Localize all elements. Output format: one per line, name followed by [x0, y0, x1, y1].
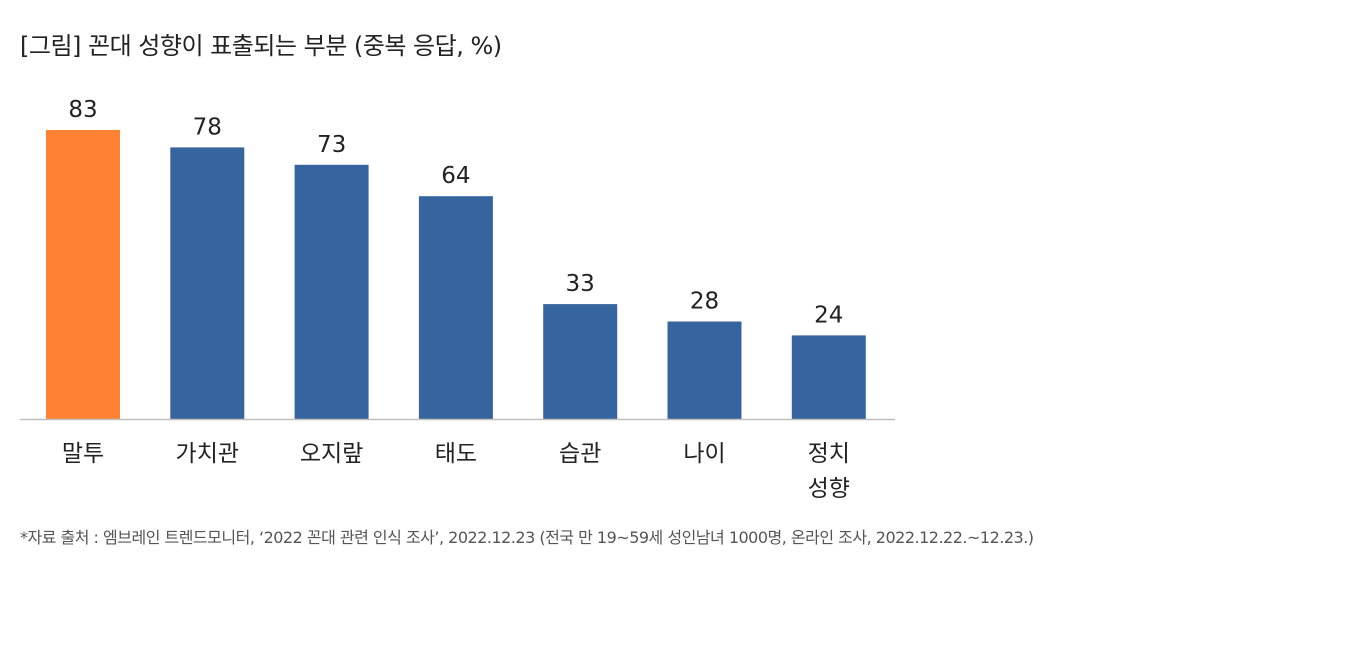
category-label-line: 가치관 [176, 441, 239, 467]
bar-1 [170, 147, 245, 419]
bar-3 [418, 196, 493, 419]
value-labels-group: 83 78 73 64 33 28 24 [68, 97, 843, 328]
category-label-5: 나이 [683, 441, 725, 467]
category-label-3: 태도 [435, 441, 477, 467]
category-label-0: 말투 [62, 441, 104, 467]
value-label-0: 83 [68, 97, 97, 123]
bar-6 [791, 335, 866, 419]
category-label-2: 오지랖 [300, 441, 363, 467]
category-label-line: 나이 [683, 441, 725, 467]
category-label-1: 가치관 [176, 441, 239, 467]
bar-5 [667, 321, 742, 419]
chart-title: [그림] 꼰대 성향이 표출되는 부분 (중복 응답, %) [20, 32, 502, 60]
bar-2 [294, 164, 369, 419]
bars-group [46, 130, 866, 419]
value-label-6: 24 [814, 302, 843, 328]
value-label-4: 33 [566, 271, 595, 297]
value-label-3: 64 [441, 163, 470, 189]
value-label-1: 78 [193, 114, 222, 140]
category-label-line: 정치 [808, 441, 850, 467]
category-label-line: 오지랖 [300, 441, 363, 467]
bar-0 [46, 130, 120, 419]
category-label-line: 습관 [559, 441, 601, 467]
category-label-4: 습관 [559, 441, 601, 467]
bar-4 [543, 304, 618, 419]
category-label-line: 성향 [808, 476, 850, 502]
category-label-line: 태도 [435, 441, 477, 467]
value-label-5: 28 [690, 289, 719, 315]
source-note: *자료 출처 : 엠브레인 트렌드모니터, ‘2022 꼰대 관련 인식 조사’… [20, 528, 1034, 547]
category-label-line: 말투 [62, 441, 104, 467]
value-label-2: 73 [317, 132, 346, 158]
